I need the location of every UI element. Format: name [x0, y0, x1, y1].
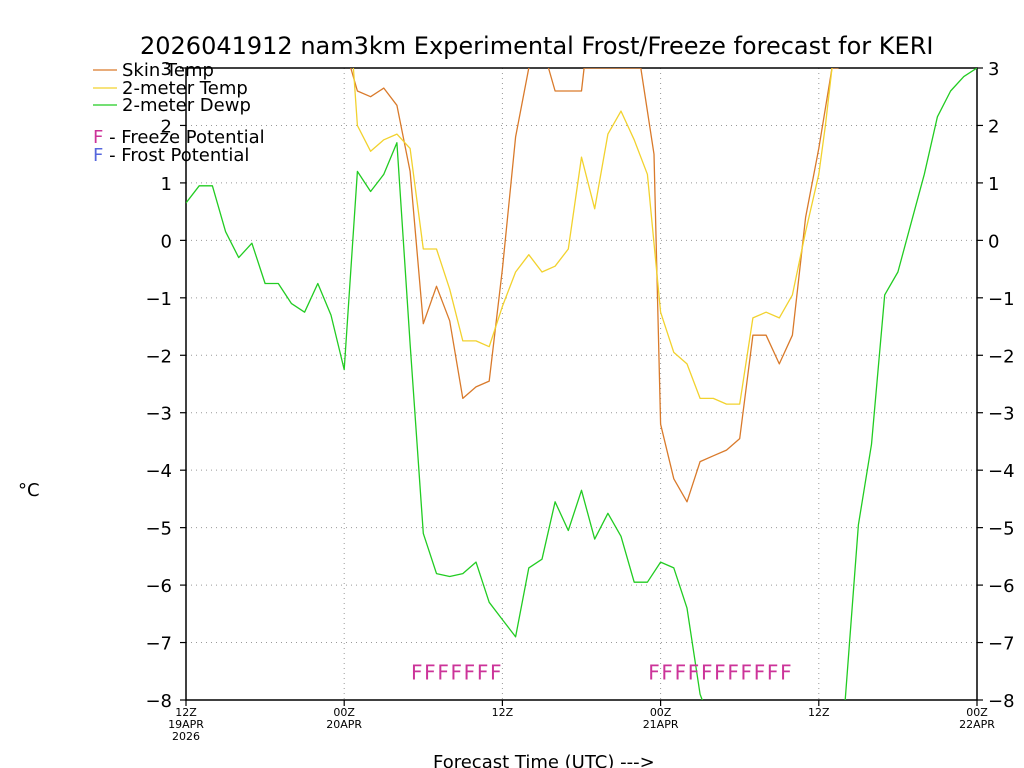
y-tick-label-right: 3: [988, 59, 999, 80]
freeze-mark: F: [767, 660, 779, 684]
legend-freeze-potential: F - Freeze Potential: [93, 127, 265, 148]
x-tick-label: 12Z: [492, 706, 514, 719]
x-tick-label: 00Z 21APR: [643, 706, 679, 731]
y-tick-label-right: 1: [988, 174, 999, 195]
x-tick-label-line: 19APR: [168, 718, 204, 731]
y-tick-label-right: −7: [988, 634, 1015, 655]
x-tick-label-line: 22APR: [959, 718, 995, 731]
y-tick-label-left: −4: [145, 461, 172, 482]
y-tick-label-left: 3: [161, 59, 172, 80]
y-tick-label-right: 0: [988, 231, 999, 252]
freeze-mark: F: [688, 660, 700, 684]
x-tick-label: 00Z 20APR: [326, 706, 362, 731]
series-layer: [186, 68, 977, 700]
y-tick-label-right: −5: [988, 519, 1015, 540]
y-tick-label-left: −8: [145, 691, 172, 712]
freeze-mark: F: [727, 660, 739, 684]
grid-lines: [186, 68, 977, 700]
y-tick-label-right: −3: [988, 404, 1015, 425]
freeze-mark: F: [451, 660, 463, 684]
y-tick-label-left: −6: [145, 576, 172, 597]
y-tick-label-right: −8: [988, 691, 1015, 712]
x-tick-label: 12Z 19APR 2026: [168, 706, 204, 743]
y-axis-right: −8 −7 −6 −5 −4 −3 −2 −1 0 1 2 3: [977, 59, 1015, 712]
x-tick-label: 12Z: [808, 706, 830, 719]
series-line-2-meter-dewp: [186, 68, 977, 700]
freeze-symbol: F: [93, 127, 103, 148]
x-tick-label-line: 21APR: [643, 718, 679, 731]
legend-label-2m-dewp: 2-meter Dewp: [122, 95, 251, 116]
series-line-skin-temp: [350, 68, 839, 503]
freeze-mark: F: [424, 660, 436, 684]
y-tick-label-right: −4: [988, 461, 1015, 482]
x-tick-label-line: 00Z: [650, 706, 672, 719]
y-tick-label-left: 1: [161, 174, 172, 195]
freeze-text: - Freeze Potential: [103, 127, 264, 148]
freeze-mark: F: [701, 660, 713, 684]
y-axis-label: °C: [18, 480, 40, 501]
freeze-mark: F: [754, 660, 766, 684]
x-tick-label-line: 20APR: [326, 718, 362, 731]
x-tick-label-line: 12Z: [492, 706, 514, 719]
freeze-mark: F: [714, 660, 726, 684]
y-tick-label-left: −7: [145, 634, 172, 655]
legend-label-2m-temp: 2-meter Temp: [122, 78, 248, 99]
freeze-mark: F: [411, 660, 423, 684]
y-tick-label-left: −3: [145, 404, 172, 425]
y-tick-label-left: −2: [145, 346, 172, 367]
x-tick-label: 00Z 22APR: [959, 706, 995, 731]
freeze-mark: F: [490, 660, 502, 684]
legend-label-skin-temp: Skin Temp: [122, 60, 214, 81]
freeze-mark: F: [661, 660, 673, 684]
y-axis-left: −8 −7 −6 −5 −4 −3 −2 −1 0 1 2 3: [145, 59, 186, 712]
x-tick-label-line: 00Z: [966, 706, 988, 719]
y-tick-label-left: −5: [145, 519, 172, 540]
freeze-mark: F: [780, 660, 792, 684]
y-tick-label-left: −1: [145, 289, 172, 310]
chart-title: 2026041912 nam3km Experimental Frost/Fre…: [140, 32, 933, 60]
x-axis-label: Forecast Time (UTC) --->: [433, 752, 655, 768]
freeze-mark: F: [437, 660, 449, 684]
x-tick-label-line: 00Z: [333, 706, 355, 719]
y-tick-label-right: −2: [988, 346, 1015, 367]
y-tick-label-right: −1: [988, 289, 1015, 310]
plot-frame: [185, 67, 978, 701]
y-tick-label-right: −6: [988, 576, 1015, 597]
series-line-2-meter-temp: [352, 68, 833, 405]
frost-symbol: F: [93, 145, 103, 166]
freeze-mark: F: [477, 660, 489, 684]
freeze-mark: F: [648, 660, 660, 684]
y-tick-label-right: 2: [988, 116, 999, 137]
y-tick-label-left: 2: [161, 116, 172, 137]
x-tick-label-line: 12Z: [175, 706, 197, 719]
legend: Skin Temp 2-meter Temp 2-meter Dewp F - …: [93, 60, 265, 166]
freeze-mark: F: [675, 660, 687, 684]
legend-frost-potential: F - Frost Potential: [93, 145, 249, 166]
y-tick-label-left: 0: [161, 231, 172, 252]
x-tick-label-line: 12Z: [808, 706, 830, 719]
x-tick-label-line: 2026: [172, 730, 200, 743]
freeze-mark: F: [464, 660, 476, 684]
freeze-mark: F: [741, 660, 753, 684]
frost-text: - Frost Potential: [103, 145, 249, 166]
